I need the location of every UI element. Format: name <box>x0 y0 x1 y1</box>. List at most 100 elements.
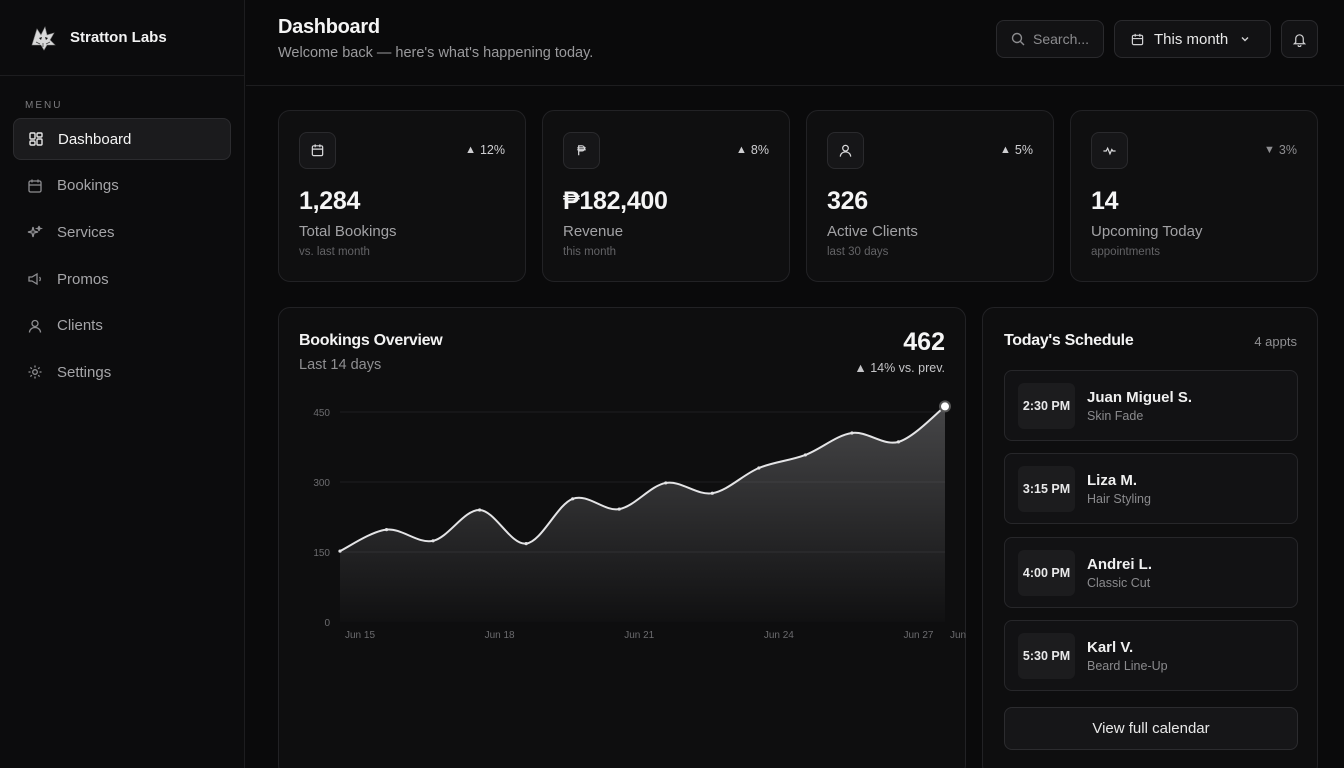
appointment-service: Classic Cut <box>1087 576 1151 590</box>
page-subtitle: Welcome back — here's what's happening t… <box>278 45 594 61</box>
stat-label: Revenue <box>563 223 624 240</box>
sidebar-item-bookings[interactable]: Bookings <box>13 165 231 207</box>
stat-sub: last 30 days <box>827 246 889 258</box>
appointment-time: 2:30 PM <box>1018 383 1075 429</box>
stat-card-upcoming: ▼ 3% 14 Upcoming Today appointments <box>1070 110 1318 282</box>
calendar-icon <box>1131 33 1144 45</box>
stat-value: ₱182,400 <box>563 187 668 215</box>
chart-point <box>664 481 668 485</box>
sidebar-item-label: Promos <box>57 270 109 288</box>
sidebar-item-dashboard[interactable]: Dashboard <box>13 118 231 160</box>
view-calendar-button[interactable]: View full calendar <box>1004 707 1298 750</box>
search-input[interactable] <box>1033 31 1099 47</box>
sidebar-item-label: Clients <box>57 317 103 335</box>
sidebar-item-promos[interactable]: Promos <box>13 258 231 300</box>
stat-change: ▼ 3% <box>1264 143 1297 157</box>
chart-area <box>340 406 945 622</box>
y-tick-label: 0 <box>324 618 330 629</box>
up-arrow-icon: ▲ <box>736 144 747 156</box>
chart-point <box>896 440 901 444</box>
y-tick-label: 150 <box>313 548 330 559</box>
page-title: Dashboard <box>278 16 380 38</box>
sidebar-item-clients[interactable]: Clients <box>13 305 231 347</box>
chart-point <box>338 549 342 553</box>
stat-card-revenue: ▲ 8% ₱182,400 Revenue this month <box>542 110 790 282</box>
chart-total: 462 <box>903 328 945 356</box>
schedule-title: Today's Schedule <box>1004 332 1134 349</box>
period-select[interactable]: This month <box>1114 20 1271 58</box>
sidebar-item-label: Services <box>57 223 115 241</box>
chart-point <box>478 508 482 512</box>
x-tick-label: Jun 15 <box>345 630 375 641</box>
user-icon <box>827 132 864 169</box>
stat-change: ▲ 12% <box>465 143 505 157</box>
bookings-chart: 0 150 300 450 Jun 15 Jun 18 Jun 21 Jun 24 Jun 27… <box>313 400 967 641</box>
sidebar-nav: Dashboard Bookings Services Promos <box>0 118 244 393</box>
sidebar-item-settings[interactable]: Settings <box>13 351 231 393</box>
schedule-panel: Today's Schedule 4 appts 2:30 PM Juan Mi… <box>982 307 1318 768</box>
menu-label: MENU <box>25 100 63 111</box>
appointment-item[interactable]: 3:15 PM Liza M. Hair Styling <box>1004 453 1298 524</box>
appointment-item[interactable]: 4:00 PM Andrei L. Classic Cut <box>1004 537 1298 608</box>
x-tick-label: Jun 27 <box>903 630 933 641</box>
stat-sub: appointments <box>1091 246 1161 258</box>
appointment-client: Andrei L. <box>1087 556 1153 573</box>
chart-line <box>339 405 946 552</box>
notifications-button[interactable] <box>1281 20 1318 58</box>
stat-sub: this month <box>563 246 617 258</box>
sidebar-item-label: Dashboard <box>58 130 132 148</box>
up-arrow-icon: ▲ <box>1000 144 1011 156</box>
x-tick-label: Jun 28 <box>950 630 967 641</box>
stat-sub: vs. last month <box>299 246 370 258</box>
chart-subtitle: Last 14 days <box>299 357 382 373</box>
chart-point <box>384 528 389 532</box>
stat-label: Active Clients <box>827 223 918 240</box>
appointment-time: 5:30 PM <box>1018 633 1075 679</box>
bell-icon <box>1292 33 1307 47</box>
chart-point <box>939 400 951 413</box>
x-tick-label: Jun 18 <box>485 630 515 641</box>
appointment-client: Liza M. <box>1087 472 1138 489</box>
appointment-item[interactable]: 2:30 PM Juan Miguel S. Skin Fade <box>1004 370 1298 441</box>
stat-card-clients: ▲ 5% 326 Active Clients last 30 days <box>806 110 1054 282</box>
stat-change-value: 5% <box>1014 143 1033 157</box>
appointment-item[interactable]: 5:30 PM Karl V. Beard Line-Up <box>1004 620 1298 691</box>
calendar-icon <box>27 178 43 194</box>
chart-point <box>803 453 807 457</box>
appointment-time: 3:15 PM <box>1018 466 1075 512</box>
megaphone-icon <box>27 271 43 287</box>
chevron-down-icon <box>1241 37 1249 42</box>
chart-point <box>850 431 854 435</box>
chart-point <box>617 507 621 511</box>
sidebar-item-label: Settings <box>57 363 112 381</box>
appointment-time: 4:00 PM <box>1018 550 1075 596</box>
stat-change: ▲ 8% <box>736 143 769 157</box>
activity-icon <box>1091 132 1128 169</box>
y-tick-label: 300 <box>313 478 330 489</box>
chart-change: ▲ 14% vs. prev. <box>854 361 945 375</box>
sidebar-item-services[interactable]: Services <box>13 211 231 253</box>
bookings-overview-panel: 0 150 300 450 Jun 15 Jun 18 Jun 21 Jun 24 Jun 27… <box>278 307 967 768</box>
calendar-icon <box>299 132 336 169</box>
chart-point <box>524 542 528 546</box>
appointment-service: Hair Styling <box>1087 492 1151 506</box>
chart-point <box>431 539 435 543</box>
gear-icon <box>27 364 43 380</box>
stat-value: 1,284 <box>299 187 361 215</box>
stat-label: Upcoming Today <box>1091 223 1203 240</box>
brand[interactable]: Stratton Labs <box>0 0 244 76</box>
period-select-value: This month <box>1154 30 1229 48</box>
wolf-logo-icon <box>31 25 56 51</box>
search-box[interactable] <box>996 20 1104 58</box>
appointment-client: Juan Miguel S. <box>1087 389 1193 406</box>
down-arrow-icon: ▼ <box>1264 144 1275 156</box>
stat-change-value: 3% <box>1278 143 1297 157</box>
schedule-count: 4 appts <box>1254 334 1297 349</box>
sidebar-item-label: Bookings <box>57 177 119 195</box>
x-tick-label: Jun 24 <box>764 630 794 641</box>
stat-change-value: 12% <box>479 143 505 157</box>
stat-card-bookings: ▲ 12% 1,284 Total Bookings vs. last month <box>278 110 526 282</box>
chart-title: Bookings Overview <box>299 332 443 349</box>
user-icon <box>27 318 43 334</box>
